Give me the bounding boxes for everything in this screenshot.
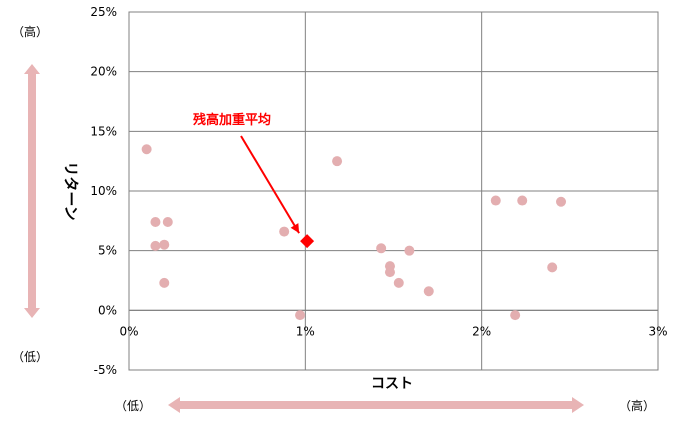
scatter-point (141, 144, 152, 155)
scatter-point (384, 267, 395, 278)
y-tick-label: -5% (94, 363, 117, 377)
y-tick-label: 25% (90, 5, 117, 19)
x-axis-title: コスト (371, 376, 413, 392)
scatter-point (423, 286, 434, 297)
scatter-point (150, 240, 161, 251)
x-tick-label: 3% (648, 324, 667, 338)
axis-layer: -5% 0% 5% 10% 15% 20% 25% 0% 1% 2% 3% (90, 5, 667, 377)
y-tick-label: 15% (90, 124, 117, 138)
y-low-label: （低） (12, 350, 48, 364)
point-layer (141, 144, 567, 321)
scatter-point (376, 243, 387, 254)
scatter-point (279, 226, 290, 237)
scatter-point (162, 217, 173, 228)
scatter-point (159, 277, 170, 288)
y-tick-label: 20% (90, 65, 117, 79)
scatter-point (295, 310, 306, 321)
x-tick-label: 2% (472, 324, 491, 338)
scatter-point (556, 196, 567, 207)
y-tick-label: 10% (90, 184, 117, 198)
scatter-point (517, 195, 528, 206)
y-tick-label: 5% (98, 244, 117, 258)
grid-layer (128, 11, 659, 371)
scatter-point (547, 262, 558, 273)
scatter-point (393, 277, 404, 288)
scatter-point (404, 245, 415, 256)
y-high-label: （高） (12, 24, 48, 39)
x-low-label: （低） (115, 399, 151, 413)
x-high-label: （高） (619, 398, 655, 413)
highlight-label: 残高加重平均 (193, 112, 271, 128)
y-axis-title: リターン (62, 161, 80, 220)
x-tick-label: 1% (296, 324, 315, 338)
x-direction-arrow (168, 397, 584, 413)
scatter-point (510, 310, 521, 321)
highlight-arrow-head (290, 223, 300, 234)
x-tick-label: 0% (119, 324, 138, 338)
scatter-point (490, 195, 501, 206)
y-tick-label: 0% (98, 303, 117, 317)
highlight-point (300, 234, 315, 249)
scatter-point (159, 239, 170, 250)
highlight-arrow-line (240, 135, 300, 234)
y-direction-arrow (24, 64, 40, 318)
scatter-point (150, 217, 161, 228)
scatter-point (332, 156, 343, 167)
annotation-layer: 残高加重平均 (193, 112, 300, 234)
